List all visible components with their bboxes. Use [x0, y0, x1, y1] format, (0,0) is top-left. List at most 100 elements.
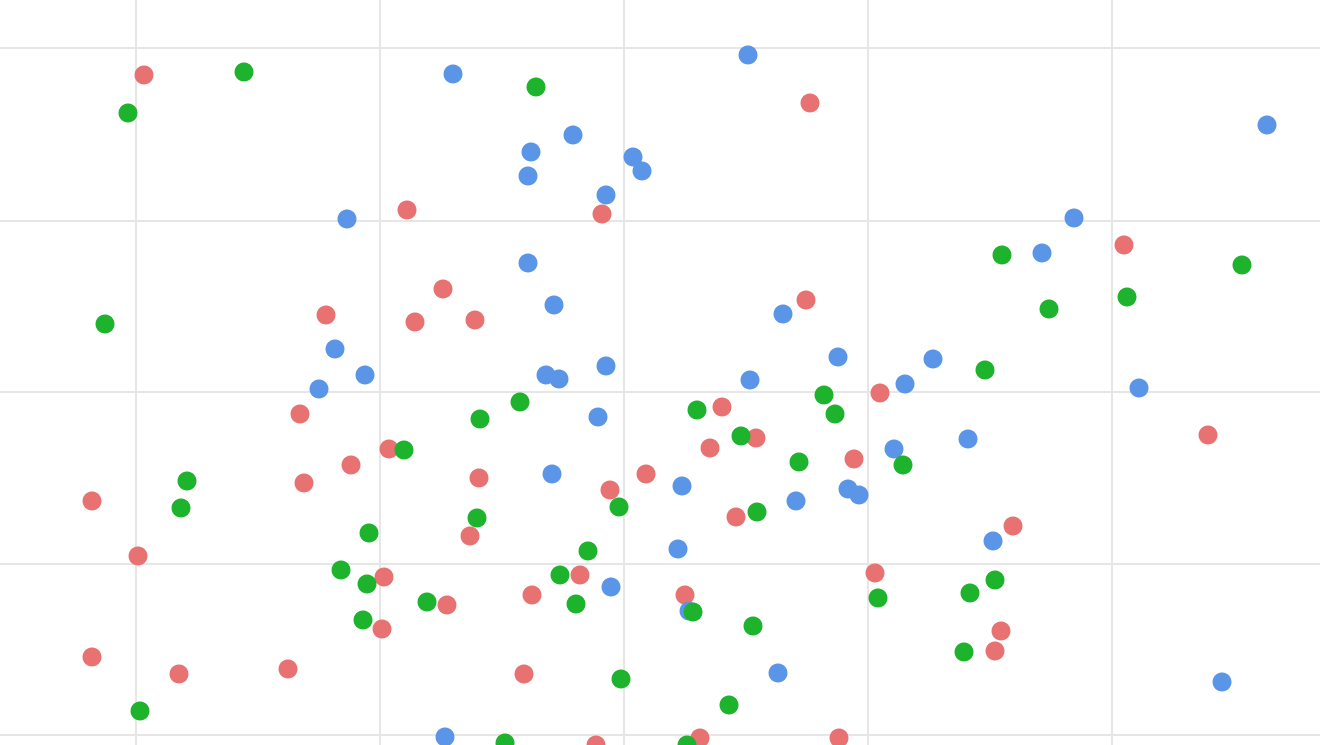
data-point-0-29 [865, 563, 885, 583]
data-point-0-21 [600, 480, 620, 500]
data-point-1-9 [337, 209, 357, 229]
data-point-0-3 [592, 204, 612, 224]
data-point-1-19 [549, 369, 569, 389]
data-point-1-6 [632, 161, 652, 181]
data-point-0-31 [437, 595, 457, 615]
series-2 [95, 62, 1252, 745]
data-point-0-15 [700, 438, 720, 458]
data-point-2-6 [1039, 299, 1059, 319]
data-point-2-7 [95, 314, 115, 334]
data-point-0-13 [746, 428, 766, 448]
data-point-2-23 [359, 523, 379, 543]
data-point-2-41 [677, 735, 697, 745]
data-point-0-20 [294, 473, 314, 493]
data-point-2-39 [130, 701, 150, 721]
data-point-2-22 [467, 508, 487, 528]
data-point-0-8 [405, 312, 425, 332]
data-point-2-8 [975, 360, 995, 380]
data-point-2-3 [992, 245, 1012, 265]
data-point-2-16 [789, 452, 809, 472]
data-point-0-32 [675, 585, 695, 605]
data-point-0-26 [128, 546, 148, 566]
data-point-2-29 [960, 583, 980, 603]
data-point-2-12 [687, 400, 707, 420]
scatter-points [82, 45, 1277, 745]
data-point-2-15 [394, 440, 414, 460]
data-point-2-27 [357, 574, 377, 594]
data-point-2-33 [683, 602, 703, 622]
data-point-2-10 [510, 392, 530, 412]
data-point-0-18 [469, 468, 489, 488]
data-point-1-4 [521, 142, 541, 162]
data-point-0-33 [372, 619, 392, 639]
data-point-1-36 [601, 577, 621, 597]
data-point-1-21 [355, 365, 375, 385]
data-point-1-32 [849, 485, 869, 505]
data-point-1-10 [1064, 208, 1084, 228]
data-point-2-34 [353, 610, 373, 630]
data-point-2-13 [470, 409, 490, 429]
data-point-0-10 [870, 383, 890, 403]
data-point-0-35 [82, 647, 102, 667]
data-point-1-22 [740, 370, 760, 390]
data-point-2-11 [825, 404, 845, 424]
data-point-2-37 [611, 669, 631, 689]
data-point-1-39 [1212, 672, 1232, 692]
data-point-1-0 [738, 45, 758, 65]
data-point-2-4 [1232, 255, 1252, 275]
data-point-0-36 [169, 664, 189, 684]
data-point-2-38 [719, 695, 739, 715]
data-point-0-14 [379, 439, 399, 459]
data-point-1-13 [544, 295, 564, 315]
data-point-0-23 [726, 507, 746, 527]
data-point-1-25 [1129, 378, 1149, 398]
data-point-1-26 [588, 407, 608, 427]
data-point-2-24 [578, 541, 598, 561]
data-point-0-11 [712, 397, 732, 417]
data-point-1-3 [563, 125, 583, 145]
data-point-1-15 [325, 339, 345, 359]
data-point-2-18 [177, 471, 197, 491]
data-point-0-28 [570, 565, 590, 585]
data-point-2-21 [747, 502, 767, 522]
data-point-0-39 [985, 641, 1005, 661]
data-point-2-36 [954, 642, 974, 662]
data-point-0-30 [522, 585, 542, 605]
data-point-1-16 [828, 347, 848, 367]
data-point-2-25 [331, 560, 351, 580]
data-point-2-2 [118, 103, 138, 123]
data-point-0-19 [636, 464, 656, 484]
data-point-1-28 [884, 439, 904, 459]
data-point-2-1 [526, 77, 546, 97]
series-0 [82, 65, 1218, 745]
data-point-1-30 [672, 476, 692, 496]
data-point-1-14 [773, 304, 793, 324]
data-point-0-22 [82, 491, 102, 511]
data-point-1-38 [768, 663, 788, 683]
data-point-1-29 [542, 464, 562, 484]
data-point-0-4 [1114, 235, 1134, 255]
data-point-0-12 [290, 404, 310, 424]
data-point-2-32 [566, 594, 586, 614]
data-point-2-28 [985, 570, 1005, 590]
data-point-0-43 [586, 735, 606, 745]
data-point-1-33 [786, 491, 806, 511]
data-point-0-6 [796, 290, 816, 310]
data-point-0-37 [278, 659, 298, 679]
data-point-2-17 [893, 455, 913, 475]
data-point-0-1 [800, 93, 820, 113]
data-point-1-12 [518, 253, 538, 273]
data-point-2-31 [417, 592, 437, 612]
data-point-0-16 [341, 455, 361, 475]
data-point-0-9 [465, 310, 485, 330]
data-point-0-24 [1003, 516, 1023, 536]
data-point-0-40 [1198, 425, 1218, 445]
data-point-2-0 [234, 62, 254, 82]
data-point-2-5 [1117, 287, 1137, 307]
data-point-2-40 [495, 733, 515, 745]
data-point-2-35 [743, 616, 763, 636]
data-point-0-34 [991, 621, 1011, 641]
data-point-0-5 [433, 279, 453, 299]
data-point-1-5 [623, 147, 643, 167]
data-point-0-42 [829, 728, 849, 745]
